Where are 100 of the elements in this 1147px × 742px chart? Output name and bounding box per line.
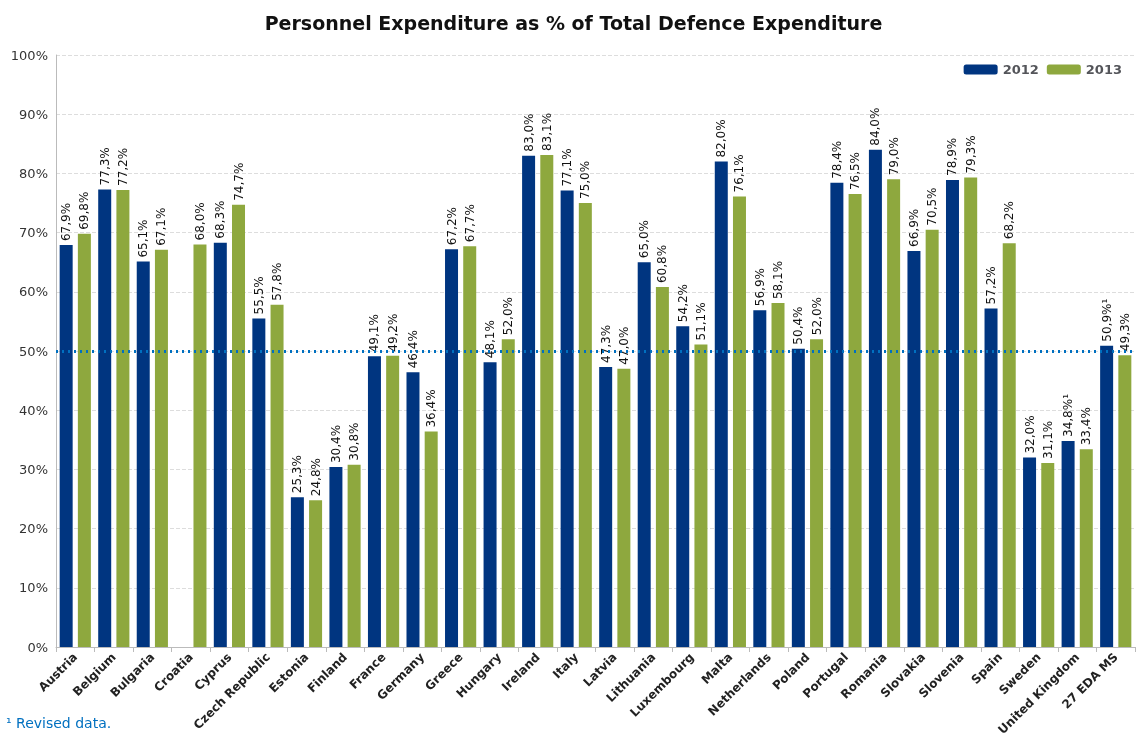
data-label: 34,8%¹: [1061, 393, 1076, 437]
data-label: 79,3%: [963, 135, 978, 174]
bar: [424, 431, 438, 647]
bar: [599, 366, 613, 647]
data-label: 50,4%: [791, 306, 806, 345]
data-label: 56,9%: [752, 268, 767, 307]
bar: [445, 249, 459, 647]
bar: [1061, 440, 1075, 647]
data-label: 68,0%: [192, 202, 207, 241]
y-tick-label: 30%: [19, 461, 48, 477]
data-label: 50,9%¹: [1099, 298, 1114, 342]
bar: [483, 362, 497, 647]
bar: [810, 339, 824, 647]
data-label: 58,1%: [771, 260, 786, 300]
bar: [1100, 345, 1114, 647]
data-label: 67,7%: [462, 204, 477, 243]
data-label: 67,2%: [444, 207, 459, 246]
data-label: 48,1%: [483, 320, 498, 359]
data-label: 66,9%: [906, 208, 921, 247]
data-label: 25,3%: [290, 455, 305, 494]
data-label: 70,5%: [925, 187, 940, 226]
data-label: 82,0%: [714, 119, 729, 158]
data-label: 46,4%: [405, 330, 420, 369]
bar: [367, 356, 381, 647]
bar: [732, 196, 746, 647]
bar: [578, 203, 592, 647]
data-label: 31,1%: [1040, 420, 1055, 459]
bar: [1002, 243, 1016, 647]
bar: [59, 245, 73, 647]
bar: [270, 304, 284, 647]
data-label: 55,5%: [251, 276, 266, 315]
bar: [522, 155, 536, 647]
data-label: 77,3%: [97, 147, 112, 186]
bar: [540, 155, 554, 647]
bar: [907, 250, 921, 647]
bar: [136, 261, 150, 647]
data-label: 57,2%: [984, 266, 999, 305]
bar: [116, 189, 130, 647]
bar: [213, 242, 227, 647]
data-label: 47,0%: [616, 326, 631, 365]
data-label: 78,9%: [945, 137, 960, 176]
bar: [925, 229, 939, 647]
data-label: 74,7%: [231, 162, 246, 201]
data-label: 30,8%: [347, 422, 362, 461]
bar: [830, 182, 844, 647]
data-label: 68,3%: [213, 200, 228, 239]
bar: [77, 233, 91, 647]
data-label: 65,0%: [637, 220, 652, 259]
bar: [1041, 462, 1055, 647]
y-tick-label: 20%: [19, 521, 48, 537]
y-tick-label: 40%: [19, 402, 48, 418]
data-label: 47,3%: [598, 324, 613, 363]
data-label: 79,0%: [886, 137, 901, 176]
y-tick-label: 60%: [19, 284, 48, 300]
bar: [771, 303, 785, 647]
bar: [694, 344, 708, 647]
bar: [655, 287, 669, 647]
bar: [329, 467, 343, 647]
bar: [232, 204, 246, 647]
bar: [637, 262, 651, 647]
data-label: 49,2%: [385, 313, 400, 352]
data-label: 52,0%: [809, 297, 824, 336]
bar: [714, 161, 728, 647]
y-tick-label: 100%: [10, 47, 48, 63]
bar: [560, 190, 574, 647]
data-label: 78,4%: [829, 140, 844, 179]
bar: [154, 249, 168, 647]
data-label: 84,0%: [868, 107, 883, 146]
bar: [1079, 449, 1093, 647]
legend-label: 2012: [1002, 62, 1039, 77]
bar: [386, 355, 400, 647]
data-label: 83,0%: [521, 113, 536, 152]
bar: [1118, 355, 1132, 647]
bar: [501, 339, 515, 647]
bar: [617, 368, 631, 647]
bar: [848, 194, 862, 647]
bar: [984, 308, 998, 647]
data-label: 77,1%: [560, 148, 575, 187]
data-label: 65,1%: [136, 219, 151, 258]
bar: [1023, 457, 1037, 647]
bar: [309, 500, 323, 647]
y-tick-label: 0%: [27, 639, 48, 655]
data-label: 76,5%: [848, 151, 863, 191]
text: ¹ Revised data.: [6, 715, 112, 731]
y-tick-label: 70%: [19, 225, 48, 241]
bar: [98, 189, 112, 647]
bar: [193, 244, 207, 647]
bar: [887, 179, 901, 647]
chart-title: Personnel Expenditure as % of Total Defence Expenditure: [264, 11, 883, 34]
bar: [791, 348, 805, 647]
y-tick-label: 10%: [19, 580, 48, 596]
data-label: 36,4%: [424, 389, 439, 428]
data-label: 33,4%: [1079, 407, 1094, 446]
data-label: 54,2%: [675, 284, 690, 323]
data-label: 52,0%: [501, 297, 516, 336]
bar: [868, 149, 882, 647]
data-label: 67,9%: [59, 202, 74, 242]
data-label: 51,1%: [693, 302, 708, 341]
y-tick-label: 90%: [19, 106, 48, 122]
data-label: 60,8%: [655, 244, 670, 284]
